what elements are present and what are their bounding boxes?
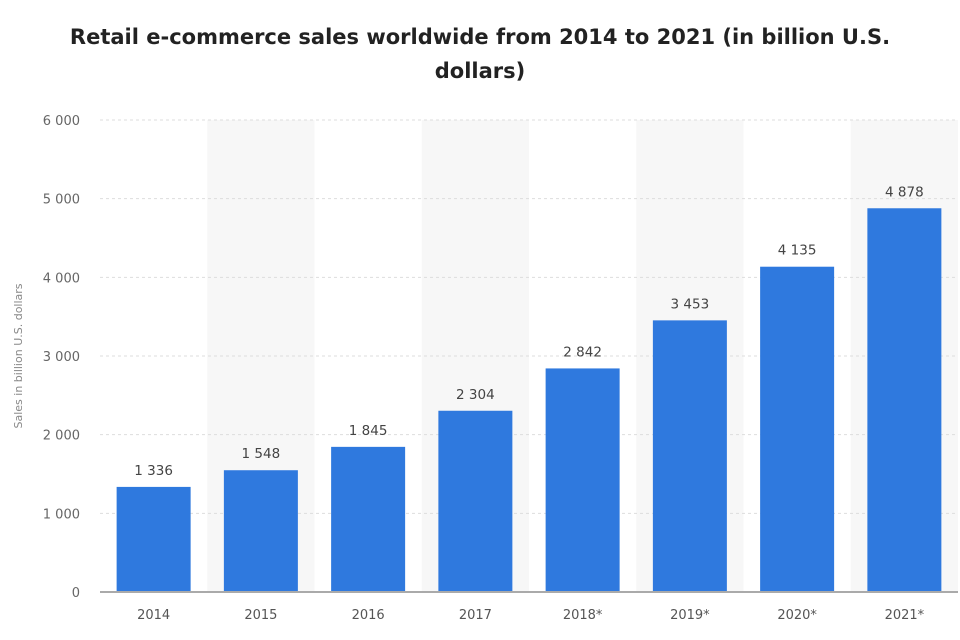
data-label: 4 878 [885, 184, 924, 200]
data-label: 3 453 [671, 296, 710, 312]
data-label: 1 845 [349, 423, 388, 439]
chart-title-line-1: Retail e-commerce sales worldwide from 2… [69, 25, 891, 49]
x-tick-label: 2019* [670, 608, 710, 623]
y-tick-label: 4 000 [43, 271, 80, 286]
data-label: 2 304 [456, 387, 495, 403]
y-axis-ticks: 0 1 000 2 000 3 000 4 000 5 000 6 000 [43, 114, 80, 601]
x-tick-label: 2017 [459, 608, 492, 623]
bar [331, 446, 406, 592]
y-tick-label: 3 000 [43, 350, 80, 365]
chart-title-line-2: dollars) [434, 59, 526, 83]
x-tick-label: 2021* [885, 608, 925, 623]
data-label: 1 336 [134, 463, 173, 479]
data-label: 2 842 [563, 344, 602, 360]
y-tick-label: 1 000 [43, 507, 80, 522]
x-tick-label: 2018* [563, 608, 603, 623]
y-tick-label: 6 000 [43, 114, 80, 129]
x-axis-ticks: 2014 2015 2016 2017 2018* 2019* 2020* 2021* [137, 608, 925, 623]
y-tick-label: 2 000 [43, 429, 80, 444]
y-tick-label: 0 [72, 586, 80, 601]
bar [652, 320, 727, 592]
data-label: 4 135 [778, 243, 817, 259]
bars [116, 208, 942, 592]
x-tick-label: 2020* [777, 608, 817, 623]
bar [116, 486, 191, 592]
chart-title: Retail e-commerce sales worldwide from 2… [0, 20, 960, 88]
bar [760, 266, 835, 592]
bar [867, 208, 942, 592]
bar [438, 410, 513, 592]
y-tick-label: 5 000 [43, 193, 80, 208]
x-tick-label: 2015 [244, 608, 277, 623]
y-axis-label: Sales in billion U.S. dollars [12, 283, 25, 428]
data-labels: 1 336 1 548 1 845 2 304 2 842 3 453 4 135 4 878 [134, 184, 923, 479]
data-label: 1 548 [242, 446, 281, 462]
x-tick-label: 2014 [137, 608, 170, 623]
bar [223, 470, 298, 592]
bar [545, 368, 620, 592]
x-tick-label: 2016 [352, 608, 385, 623]
